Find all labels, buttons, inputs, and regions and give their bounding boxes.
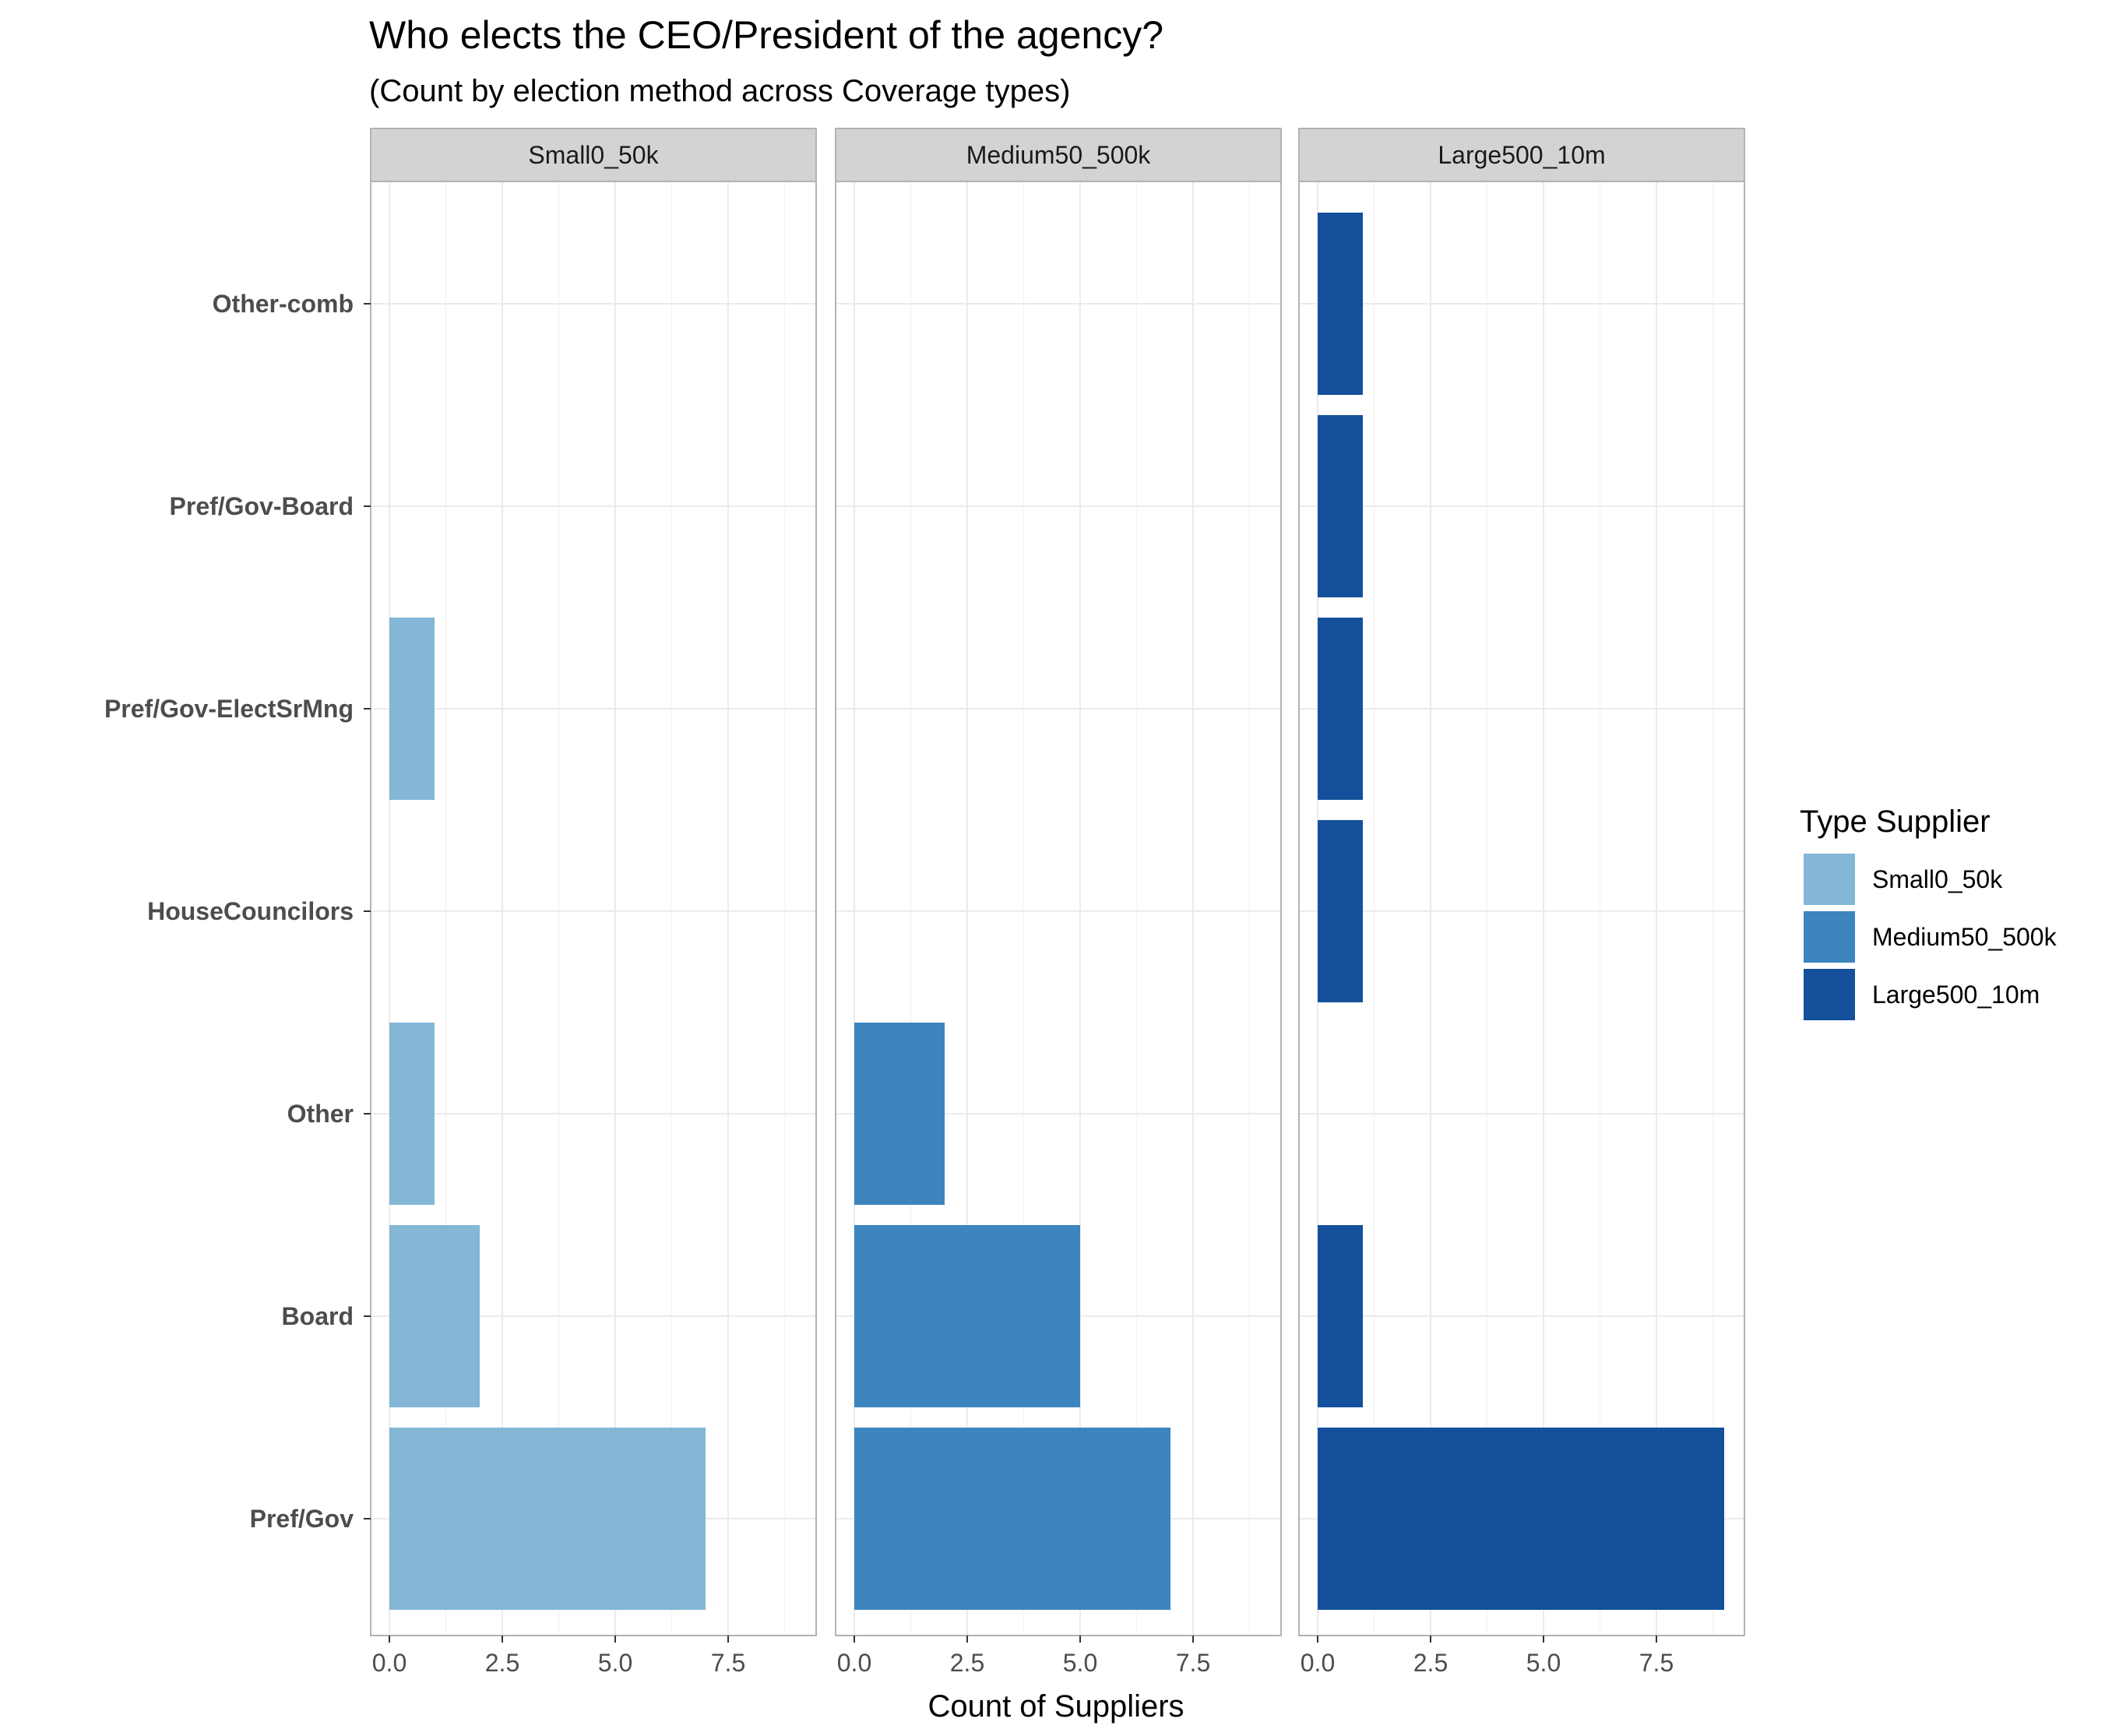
y-tick-label-pref-gov-board: Pref/Gov-Board xyxy=(170,492,354,520)
y-tick-label-pref-gov-electsrmng: Pref/Gov-ElectSrMng xyxy=(104,695,354,723)
legend-key xyxy=(1804,969,1855,1020)
x-tick-label: 5.0 xyxy=(598,1649,632,1677)
bar-large500-10m-pref-gov xyxy=(1318,1428,1724,1610)
facet-strip xyxy=(370,128,817,182)
bar-medium50-500k-other xyxy=(854,1023,945,1205)
legend-label: Small0_50k xyxy=(1872,865,2003,893)
x-tick-label: 0.0 xyxy=(837,1649,871,1677)
legend-key xyxy=(1804,911,1855,963)
chart-subtitle: (Count by election method across Coverag… xyxy=(369,74,1070,108)
facet-strip xyxy=(1298,128,1745,182)
legend-key xyxy=(1804,854,1855,905)
y-axis: Other-comb Pref/Gov-Board Pref/Gov-ElectSr… xyxy=(104,290,371,1533)
x-tick-label: 7.5 xyxy=(711,1649,745,1677)
facet-panels: Small0_50k 0.0 2.5 5.0 7.5 Medium50_500k 0.0 2.… xyxy=(370,128,1745,1677)
bar-small0-50k-pref-gov xyxy=(389,1428,706,1610)
panel-background xyxy=(836,181,1281,1636)
bar-large500-10m-housecouncilors xyxy=(1318,820,1363,1002)
bar-large500-10m-pref-gov-board xyxy=(1318,415,1363,597)
panel-background xyxy=(1299,181,1744,1636)
legend-item-large500-10m: Large500_10m xyxy=(1804,969,2040,1020)
facet-panel-small0-50k: Small0_50k 0.0 2.5 5.0 7.5 xyxy=(370,128,817,1677)
legend-item-small0-50k: Small0_50k xyxy=(1804,854,2003,905)
y-tick-label-other-comb: Other-comb xyxy=(213,290,354,318)
legend-label: Large500_10m xyxy=(1872,981,2040,1009)
bar-medium50-500k-pref-gov xyxy=(854,1428,1170,1610)
x-tick-label: 5.0 xyxy=(1526,1649,1561,1677)
x-tick-label: 2.5 xyxy=(950,1649,984,1677)
x-axis-title: Count of Suppliers xyxy=(928,1689,1184,1724)
bar-large500-10m-other-comb xyxy=(1318,213,1363,395)
legend-title: Type Supplier xyxy=(1800,805,1991,839)
bar-large500-10m-pref-gov-electsrmng xyxy=(1318,618,1363,800)
x-tick-label: 0.0 xyxy=(1301,1649,1335,1677)
panel-background xyxy=(371,181,816,1636)
x-tick-label: 5.0 xyxy=(1063,1649,1097,1677)
bar-large500-10m-board xyxy=(1318,1225,1363,1407)
panel-border xyxy=(1298,181,1745,1636)
legend: Type Supplier Small0_50k Medium50_500k Lar… xyxy=(1800,805,2057,1020)
x-tick-label: 2.5 xyxy=(1413,1649,1448,1677)
facet-panel-medium50-500k: Medium50_500k 0.0 2.5 5.0 7.5 xyxy=(835,128,1282,1677)
x-tick-label: 2.5 xyxy=(485,1649,519,1677)
bar-small0-50k-other xyxy=(389,1023,435,1205)
facet-strip-label: Small0_50k xyxy=(528,141,659,169)
legend-label: Medium50_500k xyxy=(1872,923,2057,951)
facet-panel-large500-10m: Large500_10m 0.0 2.5 5.0 7.5 xyxy=(1298,128,1745,1677)
y-tick-label-housecouncilors: HouseCouncilors xyxy=(147,897,354,925)
panel-border xyxy=(835,181,1282,1636)
facet-strip-label: Medium50_500k xyxy=(966,141,1152,169)
bar-medium50-500k-board xyxy=(854,1225,1080,1407)
bar-small0-50k-pref-gov-electsrmng xyxy=(389,618,435,800)
x-tick-label: 7.5 xyxy=(1176,1649,1210,1677)
y-tick-label-board: Board xyxy=(282,1302,354,1330)
x-tick-label: 0.0 xyxy=(372,1649,407,1677)
panel-border xyxy=(370,181,817,1636)
bar-small0-50k-board xyxy=(389,1225,480,1407)
legend-item-medium50-500k: Medium50_500k xyxy=(1804,911,2057,963)
y-tick-label-pref-gov: Pref/Gov xyxy=(250,1505,354,1533)
x-tick-label: 7.5 xyxy=(1639,1649,1674,1677)
y-tick-label-other: Other xyxy=(287,1100,354,1128)
facet-strip-label: Large500_10m xyxy=(1438,141,1605,169)
chart-title: Who elects the CEO/President of the agen… xyxy=(369,13,1163,57)
